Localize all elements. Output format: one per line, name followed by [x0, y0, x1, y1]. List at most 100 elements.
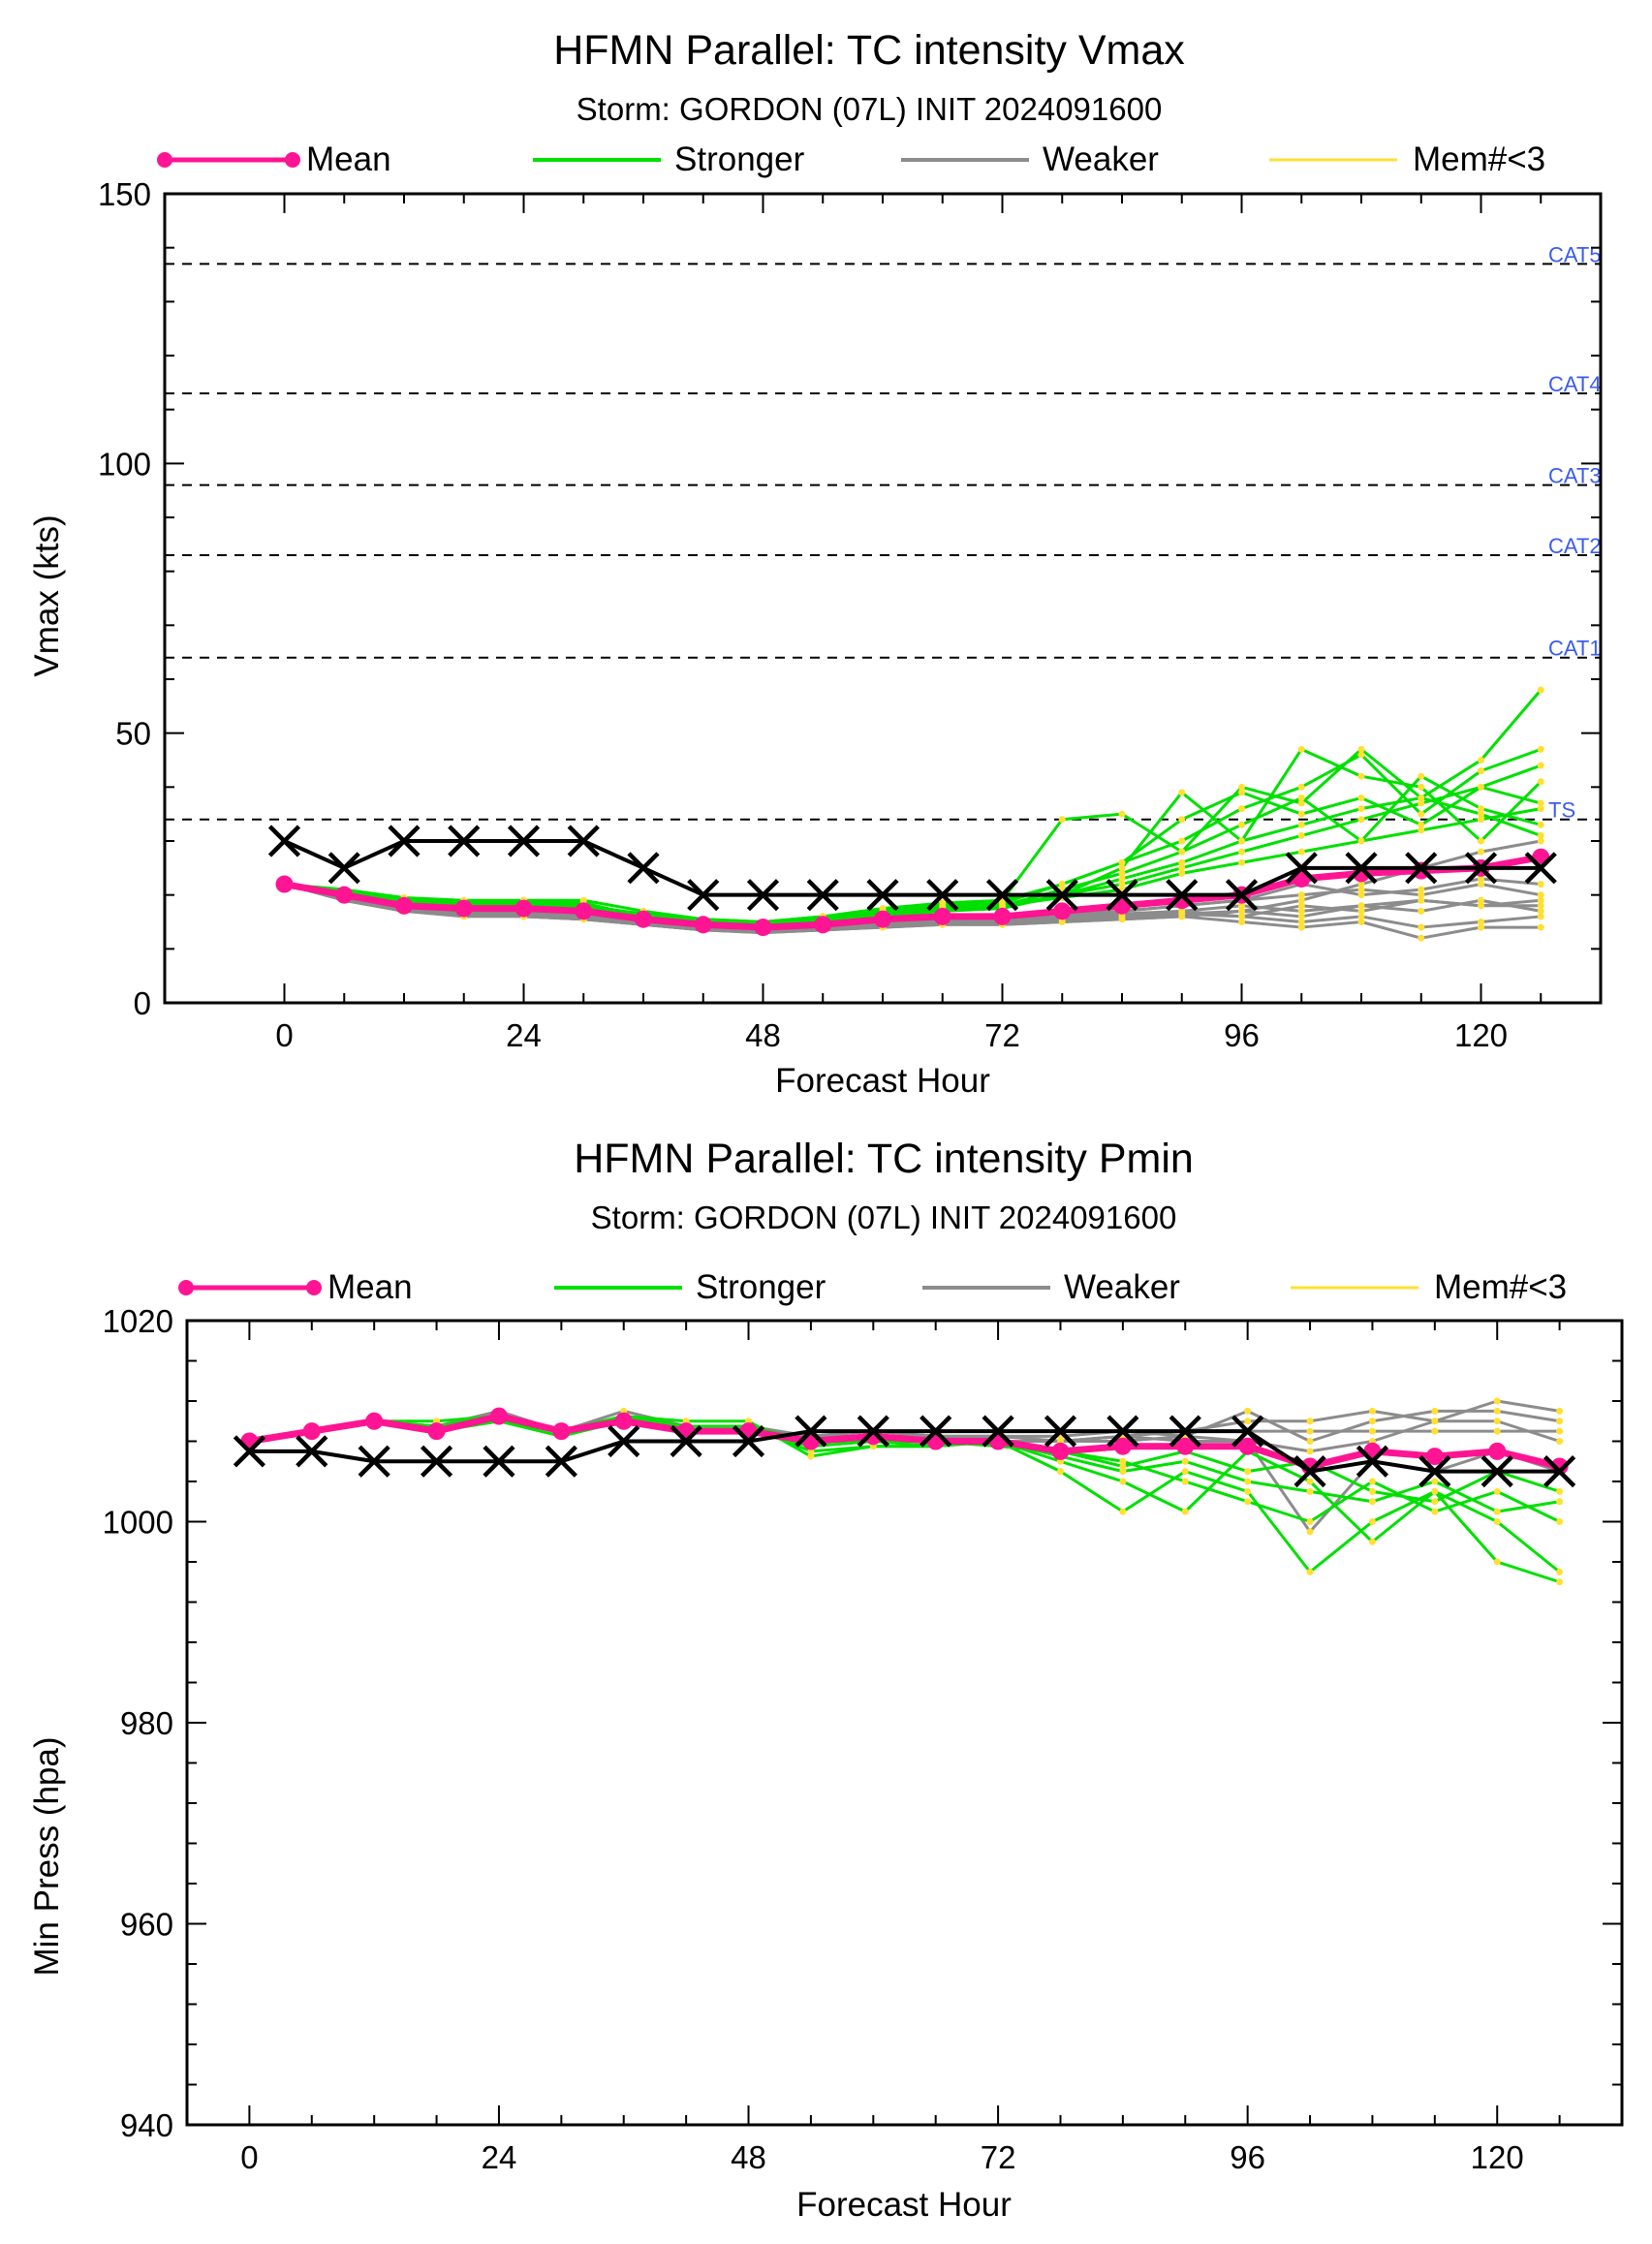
weaker-member-point: [1306, 1528, 1314, 1536]
pmin-chart-svg: HFMN Parallel: TC intensity Pmin Storm: …: [28, 1136, 1624, 2224]
best-track-marker: [1231, 1415, 1264, 1448]
mean-series-point: [1053, 902, 1072, 920]
stronger-member-point: [1537, 745, 1544, 753]
y-axis-label: Min Press (hpa): [28, 1736, 66, 1976]
best-track-line: [249, 1429, 1560, 1474]
stronger-member-line: [284, 785, 1542, 923]
legend-few-members-label: Mem#<3: [1434, 1268, 1567, 1306]
stronger-member-point: [1297, 821, 1305, 828]
best-track-marker: [567, 825, 600, 857]
stronger-member-point: [1297, 745, 1305, 753]
weaker-member-point: [1556, 1418, 1564, 1425]
stronger-member-point: [1178, 864, 1186, 872]
stronger-member-point: [1493, 1487, 1501, 1495]
stronger-member-point: [1119, 1478, 1127, 1485]
legend-stronger-label: Stronger: [674, 140, 805, 178]
stronger-member-point: [1058, 881, 1066, 888]
weaker-member-point: [1178, 907, 1186, 915]
weaker-member-point: [1297, 913, 1305, 920]
weaker-member-point: [1431, 1418, 1439, 1425]
stronger-member-point: [1119, 1468, 1127, 1476]
stronger-member-point: [1238, 805, 1245, 813]
stronger-member-point: [1238, 789, 1245, 796]
mean-series-point: [552, 1422, 571, 1441]
weaker-member-point: [1478, 881, 1484, 888]
stronger-member-point: [1238, 837, 1245, 845]
best-track-marker: [806, 879, 839, 912]
mean-series-point: [514, 899, 533, 918]
weaker-member-point: [1357, 886, 1365, 893]
weaker-member-point: [1058, 919, 1066, 925]
best-track-marker: [985, 879, 1019, 912]
threshold-label: CAT1: [1548, 637, 1602, 661]
best-track-marker: [1166, 879, 1199, 912]
stronger-member-point: [1178, 789, 1186, 796]
vmax-chart: HFMN Parallel: TC intensity Vmax Storm: …: [28, 27, 1603, 1100]
best-track-marker: [1107, 1415, 1139, 1448]
weaker-member-point: [1297, 907, 1305, 915]
weaker-member-point: [1238, 913, 1245, 920]
stronger-member-point: [1478, 783, 1484, 791]
weaker-member-point: [1418, 891, 1425, 899]
weaker-member-point: [1418, 886, 1425, 893]
stronger-member-point: [1118, 864, 1126, 872]
stronger-member-point: [1357, 816, 1365, 824]
best-track-marker: [1543, 1455, 1576, 1488]
stronger-member-point: [1119, 1508, 1127, 1515]
threshold-label: CAT3: [1548, 464, 1602, 488]
weaker-member-point: [1418, 907, 1425, 915]
best-track-marker: [926, 879, 959, 912]
best-track-marker: [866, 879, 899, 912]
stronger-member-point: [1357, 805, 1365, 813]
stronger-member-point: [1537, 686, 1544, 694]
y-tick-label: 1000: [103, 1505, 173, 1541]
weaker-member-point: [1297, 919, 1305, 925]
stronger-member-point: [1478, 816, 1484, 824]
weaker-member-point: [1493, 1418, 1501, 1425]
stronger-member-point: [1556, 1518, 1564, 1525]
best-track-marker: [1405, 852, 1438, 885]
best-track-marker: [1481, 1455, 1513, 1488]
stronger-member-point: [1306, 1487, 1314, 1495]
stronger-member-point: [1556, 1568, 1564, 1575]
weaker-member-point: [1478, 875, 1484, 883]
weaker-member-point: [1478, 919, 1484, 925]
stronger-member-point: [1118, 881, 1126, 888]
weaker-member-point: [1357, 907, 1365, 915]
stronger-member-point: [1181, 1508, 1189, 1515]
best-track-marker: [746, 879, 780, 912]
stronger-member-point: [579, 896, 587, 904]
x-tick-label: 0: [240, 2139, 258, 2175]
y-tick-label: 100: [98, 446, 151, 482]
stronger-member-point: [1178, 848, 1186, 856]
stronger-member-point: [1418, 783, 1425, 791]
weaker-member-point: [1537, 891, 1544, 899]
stronger-member-point: [1056, 1468, 1064, 1476]
weaker-member-point: [1556, 1438, 1564, 1445]
stronger-member-point: [1357, 794, 1365, 801]
stronger-member-point: [1178, 869, 1186, 877]
weaker-member-point: [1368, 1418, 1376, 1425]
legend-weaker-label: Weaker: [1043, 140, 1159, 178]
stronger-member-point: [1537, 831, 1544, 839]
stronger-member-point: [1297, 810, 1305, 818]
weaker-member-point: [1418, 896, 1425, 904]
mean-series-point: [614, 1412, 633, 1430]
stronger-member-point: [1537, 762, 1544, 769]
mean-series-point: [694, 916, 712, 934]
stronger-member-point: [1431, 1508, 1439, 1515]
stronger-member-point: [1368, 1538, 1376, 1545]
stronger-member-point: [1306, 1478, 1314, 1485]
stronger-member-point: [1238, 821, 1245, 828]
weaker-member-point: [1357, 913, 1365, 920]
plot-frame: [163, 192, 1603, 1005]
best-track-marker: [1225, 879, 1259, 912]
stronger-member-point: [1178, 837, 1186, 845]
weaker-member-point: [1556, 1407, 1564, 1415]
stronger-member-point: [1478, 767, 1484, 775]
stronger-member-point: [1297, 831, 1305, 839]
best-track-marker: [920, 1415, 952, 1448]
y-tick-label: 50: [115, 716, 151, 752]
mean-series-point: [395, 896, 413, 915]
best-track-marker: [267, 825, 301, 857]
